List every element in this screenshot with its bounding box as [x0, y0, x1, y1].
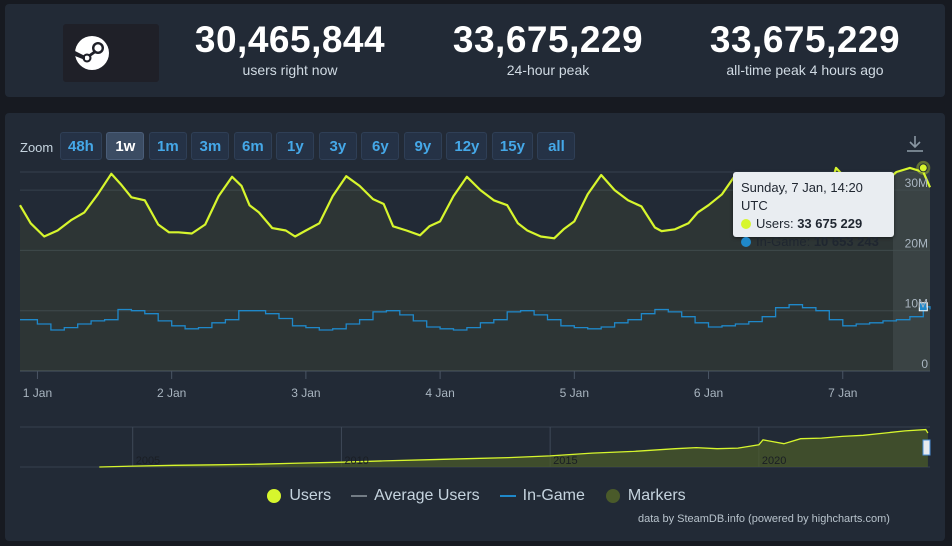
- current-users-label: users right now: [242, 62, 338, 78]
- steam-logo[interactable]: [63, 24, 159, 82]
- average-legend-icon: [351, 495, 368, 497]
- zoom-button-1w[interactable]: 1w: [106, 132, 145, 160]
- tooltip-users-label: Users:: [756, 216, 794, 231]
- x-tick-label: 3 Jan: [291, 386, 320, 400]
- x-tick-label: 1 Jan: [23, 386, 52, 400]
- tooltip-ingame-row: In-Game: 10 653 243: [741, 233, 886, 251]
- legend-label-ingame: In-Game: [522, 487, 585, 504]
- tooltip-users-row: Users: 33 675 229: [741, 215, 886, 233]
- x-tick-label: 2 Jan: [157, 386, 186, 400]
- zoom-button-6m[interactable]: 6m: [233, 132, 272, 160]
- zoom-label: Zoom: [20, 140, 54, 155]
- zoom-button-all[interactable]: all: [537, 132, 576, 160]
- zoom-button-6y[interactable]: 6y: [361, 132, 400, 160]
- alltime-peak-stat: 33,675,229 all-time peak 4 hours ago: [675, 18, 935, 78]
- zoom-button-3m[interactable]: 3m: [191, 132, 230, 160]
- zoom-button-9y[interactable]: 9y: [403, 132, 442, 160]
- peak-24h-value: 33,675,229: [452, 19, 644, 60]
- tooltip-users-value: 33 675 229: [797, 216, 863, 231]
- x-tick-label: 4 Jan: [425, 386, 454, 400]
- y-tick-label: 20M: [905, 236, 928, 250]
- tooltip-ingame-label: In-Game:: [756, 234, 811, 249]
- legend-item-users[interactable]: Users: [266, 487, 331, 505]
- zoom-button-3y[interactable]: 3y: [318, 132, 357, 160]
- ingame-hover-point: [918, 302, 928, 312]
- navigator-line: [99, 428, 929, 468]
- markers-legend-icon: [605, 489, 620, 503]
- legend-item-markers[interactable]: Markers: [605, 487, 686, 505]
- stats-panel: 30,465,844 users right now 33,675,229 24…: [5, 4, 945, 97]
- peak-24h-stat: 33,675,229 24-hour peak: [418, 18, 678, 78]
- ingame-dot-icon: [741, 237, 751, 247]
- alltime-peak-label: all-time peak 4 hours ago: [726, 62, 884, 78]
- zoom-button-1m[interactable]: 1m: [148, 132, 187, 160]
- steam-logo-icon: [75, 36, 109, 70]
- tooltip-title: Sunday, 7 Jan, 14:20 UTC: [741, 180, 863, 213]
- users-hover-point: [918, 163, 928, 173]
- x-tick-label: 6 Jan: [694, 386, 723, 400]
- y-tick-label: 0: [921, 357, 928, 371]
- ingame-legend-icon: [499, 495, 516, 497]
- download-icon[interactable]: [904, 133, 926, 155]
- ingame-line: [20, 304, 931, 331]
- chart-tooltip: Sunday, 7 Jan, 14:20 UTC Users: 33 675 2…: [733, 172, 894, 249]
- zoom-button-48h[interactable]: 48h: [60, 132, 102, 160]
- x-tick-label: 7 Jan: [828, 386, 857, 400]
- y-tick-label: 10M: [905, 297, 928, 311]
- current-users-stat: 30,465,844 users right now: [160, 18, 420, 78]
- navigator-year-label: 2010: [344, 455, 368, 467]
- legend-label-markers: Markers: [627, 487, 686, 504]
- chart-legend: Users Average Users In-Game Markers: [0, 487, 952, 505]
- zoom-button-12y[interactable]: 12y: [446, 132, 488, 160]
- chart-credits[interactable]: data by SteamDB.info (powered by highcha…: [638, 513, 890, 525]
- legend-label-average-users: Average Users: [374, 487, 480, 504]
- zoom-button-1y[interactable]: 1y: [276, 132, 315, 160]
- zoom-button-group: 48h 1w 1m 3m 6m 1y 3y 6y 9y 12y 15y all: [60, 132, 580, 160]
- x-tick-label: 5 Jan: [560, 386, 589, 400]
- legend-item-average-users[interactable]: Average Users: [351, 487, 480, 505]
- y-tick-label: 30M: [905, 176, 928, 190]
- legend-label-users: Users: [289, 487, 332, 504]
- zoom-button-15y[interactable]: 15y: [491, 132, 533, 160]
- navigator-area: [99, 429, 928, 467]
- users-legend-icon: [267, 489, 282, 503]
- users-dot-icon: [741, 219, 751, 229]
- hover-band: [893, 172, 930, 371]
- navigator-year-label: 2020: [762, 455, 786, 467]
- navigator-handle[interactable]: [922, 439, 931, 456]
- tooltip-ingame-value: 10 653 243: [813, 234, 879, 249]
- current-users-value: 30,465,844: [194, 19, 386, 60]
- alltime-peak-value: 33,675,229: [709, 19, 901, 60]
- navigator-year-label: 2015: [553, 455, 577, 467]
- users-area: [20, 167, 930, 371]
- legend-item-ingame[interactable]: In-Game: [499, 487, 585, 505]
- navigator-year-label: 2005: [136, 455, 160, 467]
- peak-24h-label: 24-hour peak: [506, 62, 590, 78]
